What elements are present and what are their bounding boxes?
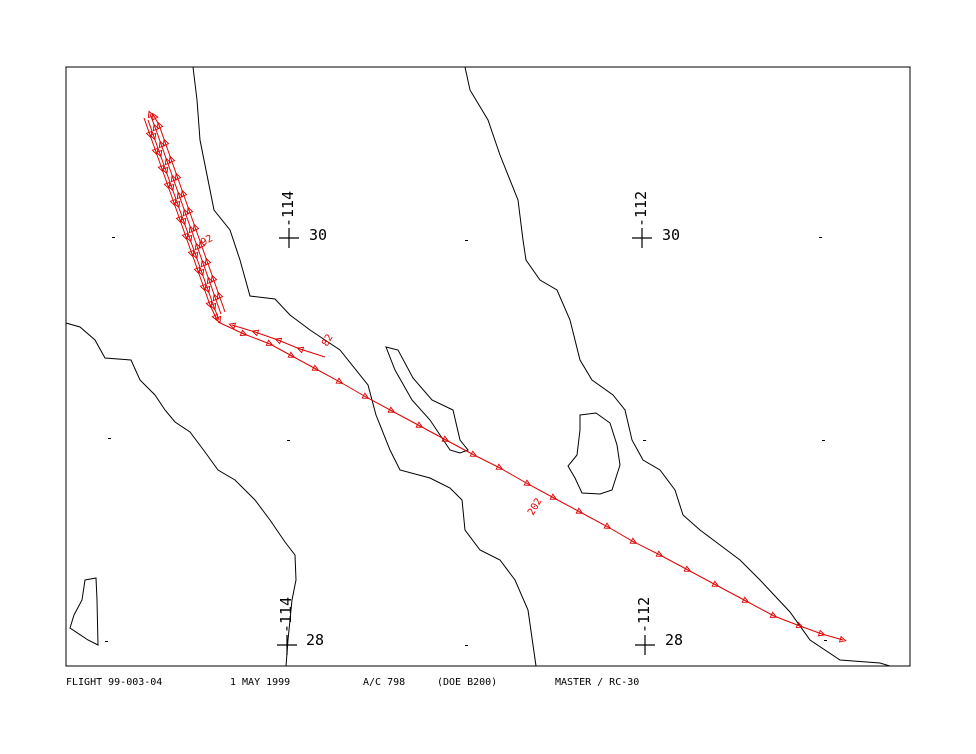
latitude-label: 28 [665, 631, 683, 649]
island [69, 577, 99, 646]
grid-cross [635, 635, 655, 655]
island [567, 412, 621, 495]
grid-dot [108, 438, 111, 439]
aircraft: A/C 798 [363, 677, 405, 688]
coastlines [65, 66, 891, 667]
grid-dot [824, 640, 827, 641]
grid-dot [112, 237, 115, 238]
grid-dots [105, 237, 827, 646]
flight-line [217, 321, 843, 640]
coastline [65, 322, 297, 667]
sensor: MASTER / RC-30 [555, 677, 639, 688]
longitude-label: -114 [277, 597, 295, 633]
coastline [192, 66, 537, 667]
flight-line [143, 117, 216, 318]
island [385, 346, 469, 454]
grid-dot [105, 641, 108, 642]
grid-labels: -114 30 -112 30 -114 28 -112 28 [277, 191, 683, 649]
flight-line [154, 116, 226, 313]
coastline [464, 66, 891, 667]
grid-cross [632, 228, 652, 248]
longitude-label: -114 [279, 191, 297, 227]
flight-id: FLIGHT 99-003-04 [66, 677, 162, 688]
flight-date: 1 MAY 1999 [230, 677, 290, 688]
latitude-label: 28 [306, 631, 324, 649]
latitude-label: 30 [662, 226, 680, 244]
longitude-label: -112 [632, 191, 650, 227]
flight-line-label: 202 [526, 496, 545, 517]
grid-cross [279, 228, 299, 248]
grid-dot [643, 440, 646, 441]
flight-line [150, 114, 222, 315]
flight-line [147, 119, 219, 320]
flight-lines [143, 114, 843, 640]
grid-dot [465, 645, 468, 646]
flight-line-labels: 92 82 202 [199, 233, 545, 517]
flight-line-label: 92 [199, 233, 215, 249]
grid-dot [819, 237, 822, 238]
longitude-label: -112 [635, 597, 653, 633]
grid-crosses [277, 228, 655, 655]
flight-line-label: 82 [320, 333, 336, 349]
flight-line [232, 325, 326, 358]
latitude-label: 30 [309, 226, 327, 244]
grid-dot [822, 440, 825, 441]
map-frame [65, 66, 911, 667]
footer: FLIGHT 99-003-04 1 MAY 1999 A/C 798 (DOE… [66, 677, 639, 688]
grid-cross [277, 635, 297, 655]
grid-dot [465, 240, 468, 241]
grid-dot [287, 440, 290, 441]
aircraft-type: (DOE B200) [437, 677, 497, 688]
